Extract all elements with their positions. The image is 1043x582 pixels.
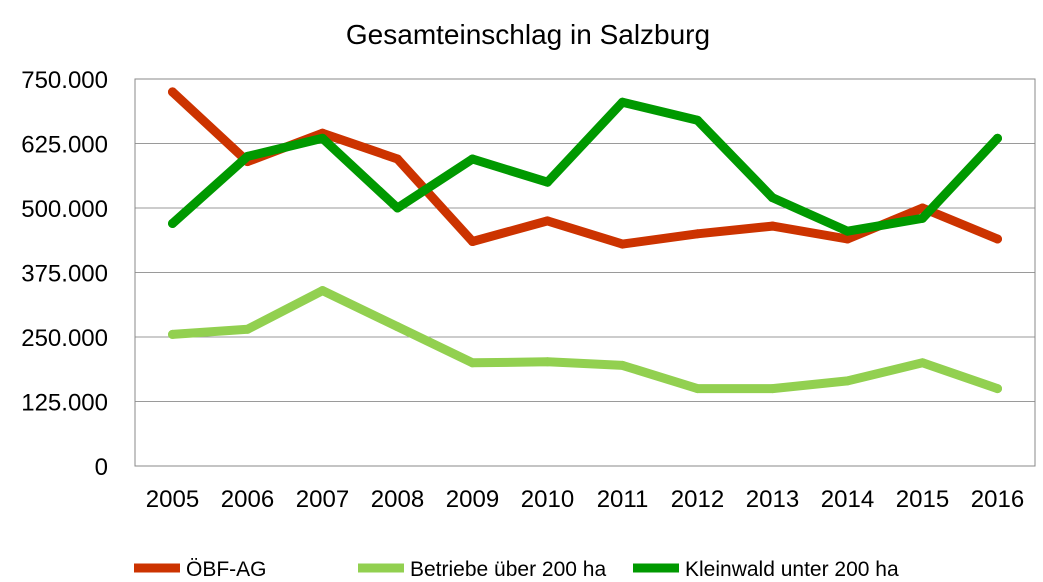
data-point: [543, 216, 552, 226]
x-tick-label: 2008: [371, 486, 424, 513]
x-tick-label: 2013: [746, 486, 799, 513]
x-axis: 2005 2006 2007 2008 2009 2010 2011 2012 2013 2014…: [146, 486, 1024, 513]
data-point: [843, 376, 852, 386]
data-point: [168, 87, 177, 97]
data-point: [768, 193, 777, 203]
legend: ÖBF-AG Betriebe über 200 ha Kleinwald unte…: [134, 558, 899, 581]
data-point: [693, 229, 702, 239]
data-point: [543, 177, 552, 187]
data-point: [618, 97, 627, 107]
x-tick-label: 2016: [971, 486, 1024, 513]
data-point: [468, 154, 477, 164]
series-line: [168, 87, 1002, 249]
y-tick-label: 125.000: [21, 390, 108, 417]
legend-label: Kleinwald unter 200 ha: [685, 558, 899, 581]
x-tick-label: 2012: [671, 486, 724, 513]
data-point: [393, 154, 402, 164]
data-point: [393, 322, 402, 332]
y-tick-label: 750.000: [21, 67, 108, 94]
data-point: [693, 384, 702, 394]
x-tick-label: 2011: [597, 486, 649, 513]
data-point: [768, 384, 777, 394]
data-point: [393, 203, 402, 213]
data-point: [918, 213, 927, 223]
y-tick-label: 625.000: [21, 132, 108, 159]
series-line: [168, 286, 1002, 394]
data-point: [243, 151, 252, 161]
data-point: [168, 329, 177, 339]
data-point: [168, 218, 177, 228]
x-tick-label: 2010: [521, 486, 574, 513]
x-tick-label: 2014: [821, 486, 874, 513]
legend-label: Betriebe über 200 ha: [410, 558, 606, 581]
data-point: [693, 115, 702, 125]
x-tick-label: 2006: [221, 486, 274, 513]
y-tick-label: 375.000: [21, 261, 108, 288]
data-point: [318, 133, 327, 143]
data-point: [318, 286, 327, 296]
data-point: [768, 221, 777, 231]
data-point: [243, 324, 252, 334]
plot-area: [134, 78, 1036, 467]
data-point: [468, 358, 477, 368]
series-line: [168, 97, 1002, 236]
x-tick-label: 2009: [446, 486, 499, 513]
data-point: [468, 237, 477, 247]
series-lines: [168, 87, 1002, 394]
y-tick-label: 250.000: [21, 325, 108, 352]
data-point: [843, 234, 852, 244]
data-point: [918, 358, 927, 368]
data-point: [543, 357, 552, 367]
data-point: [618, 360, 627, 370]
y-axis: 0 125.000 250.000 375.000 500.000 625.000 750.…: [21, 67, 108, 481]
data-point: [993, 384, 1002, 394]
x-tick-label: 2007: [296, 486, 349, 513]
data-point: [993, 133, 1002, 143]
y-tick-label: 0: [95, 454, 108, 481]
data-point: [618, 239, 627, 249]
legend-label: ÖBF-AG: [186, 558, 267, 581]
y-tick-label: 500.000: [21, 196, 108, 223]
x-tick-label: 2015: [896, 486, 949, 513]
x-tick-label: 2005: [146, 486, 199, 513]
data-point: [843, 226, 852, 236]
data-point: [993, 234, 1002, 244]
chart-title: Gesamteinschlag in Salzburg: [346, 19, 710, 50]
